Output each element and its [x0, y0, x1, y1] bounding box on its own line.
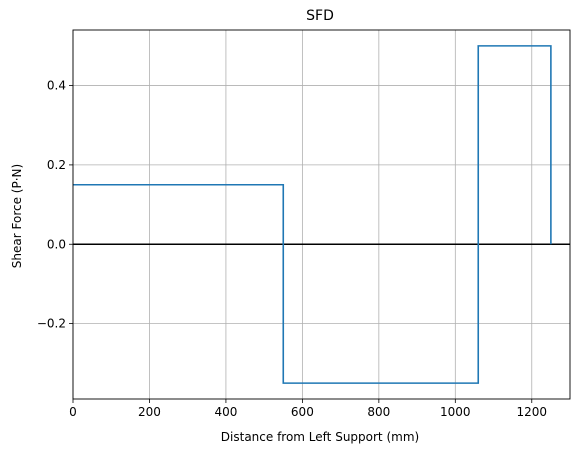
x-axis-label: Distance from Left Support (mm) — [221, 430, 419, 444]
x-tick-label: 0 — [69, 405, 77, 419]
series-layer — [73, 45, 552, 384]
y-tick-label: 0.0 — [47, 237, 66, 251]
x-tick-label: 600 — [291, 405, 314, 419]
plot-frame — [72, 29, 571, 400]
y-tick-label: −0.2 — [37, 317, 66, 331]
y-tick-label: 0.2 — [47, 158, 66, 172]
ticks: 0 200 400 600 800 1000 1200 −0.2 0.0 0.2 0.4 — [37, 79, 547, 419]
y-tick-label: 0.4 — [47, 79, 66, 93]
x-tick-label: 800 — [367, 405, 390, 419]
x-tick-label: 1200 — [516, 405, 547, 419]
shear-force-line — [73, 45, 552, 384]
x-tick-label: 200 — [138, 405, 161, 419]
chart-title: SFD — [306, 8, 334, 24]
y-axis-label: Shear Force (P·N) — [10, 164, 24, 268]
x-tick-label: 1000 — [440, 405, 471, 419]
x-tick-label: 400 — [214, 405, 237, 419]
